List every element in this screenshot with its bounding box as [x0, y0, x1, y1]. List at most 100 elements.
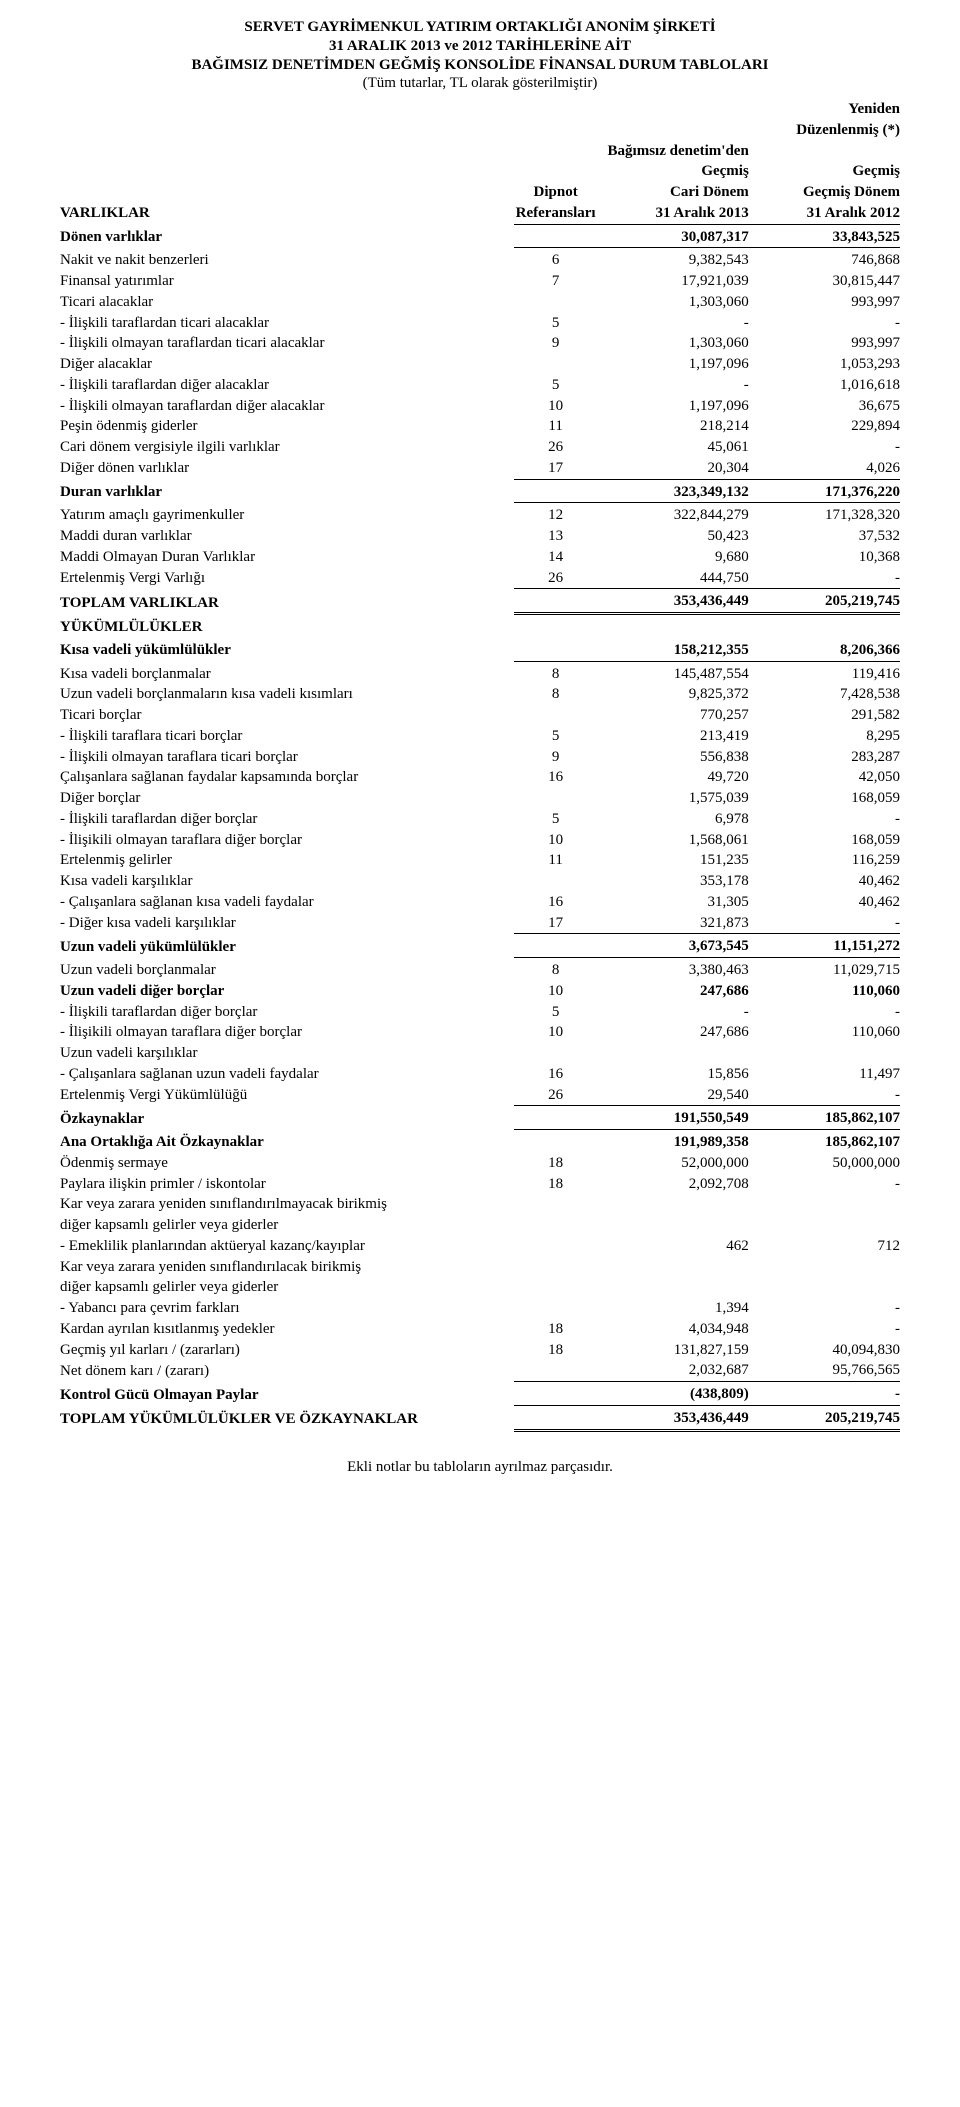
- row-v1: (438,809): [598, 1384, 749, 1405]
- table-row: Ödenmiş sermaye1852,000,00050,000,000: [60, 1153, 900, 1174]
- row-v2: 185,862,107: [749, 1132, 900, 1153]
- col-cari-2: 31 Aralık 2013: [598, 203, 749, 224]
- row-ref: 16: [514, 892, 598, 913]
- row-label: Uzun vadeli karşılıklar: [60, 1043, 514, 1064]
- row-v2: 168,059: [749, 788, 900, 809]
- row-ref: 14: [514, 547, 598, 568]
- row-ref: [514, 871, 598, 892]
- row-label: Paylara ilişkin primler / iskontolar: [60, 1174, 514, 1195]
- row-label: TOPLAM YÜKÜMLÜLÜKLER VE ÖZKAYNAKLAR: [60, 1408, 514, 1430]
- row-label: - Çalışanlara sağlanan uzun vadeli fayda…: [60, 1064, 514, 1085]
- row-v1: 1,197,096: [598, 396, 749, 417]
- table-row: Net dönem karı / (zararı)2,032,68795,766…: [60, 1360, 900, 1381]
- row-v1: 29,540: [598, 1085, 749, 1106]
- row-label: Kontrol Gücü Olmayan Paylar: [60, 1384, 514, 1405]
- row-ref: [514, 1298, 598, 1319]
- row-v1: 45,061: [598, 437, 749, 458]
- row-label: - İlişkili olmayan taraflardan ticari al…: [60, 333, 514, 354]
- row-v1: 444,750: [598, 568, 749, 589]
- row-ref: 9: [514, 333, 598, 354]
- table-row: Dönen varlıklar30,087,31733,843,525: [60, 227, 900, 248]
- row-v2: [749, 1043, 900, 1064]
- row-label: Dönen varlıklar: [60, 227, 514, 248]
- row-v1: 20,304: [598, 458, 749, 479]
- row-v1: 3,380,463: [598, 960, 749, 981]
- row-label: Ticari alacaklar: [60, 292, 514, 313]
- report-title: BAĞIMSIZ DENETİMDEN GEĞMİŞ KONSOLİDE FİN…: [60, 56, 900, 75]
- row-label: - Diğer kısa vadeli karşılıklar: [60, 913, 514, 934]
- row-ref: 5: [514, 809, 598, 830]
- col-gecmis-2: Geçmiş: [749, 161, 900, 182]
- table-row: TOPLAM YÜKÜMLÜLÜKLER VE ÖZKAYNAKLAR353,4…: [60, 1408, 900, 1430]
- table-row: Kardan ayrılan kısıtlanmış yedekler184,0…: [60, 1319, 900, 1340]
- row-v2: 168,059: [749, 830, 900, 851]
- row-ref: [514, 1236, 598, 1257]
- table-row: Maddi Olmayan Duran Varlıklar149,68010,3…: [60, 547, 900, 568]
- row-v1: 3,673,545: [598, 936, 749, 957]
- row-label: Kardan ayrılan kısıtlanmış yedekler: [60, 1319, 514, 1340]
- row-v2: 993,997: [749, 333, 900, 354]
- col-bagimsiz: Bağımsız denetim'den: [598, 141, 749, 162]
- table-row: Ticari alacaklar1,303,060993,997: [60, 292, 900, 313]
- row-v1: 30,087,317: [598, 227, 749, 248]
- row-v2: 171,376,220: [749, 482, 900, 503]
- row-v1: -: [598, 375, 749, 396]
- row-v2: 8,295: [749, 726, 900, 747]
- row-v2: -: [749, 1174, 900, 1195]
- table-row: - İlişikili olmayan taraflara diğer borç…: [60, 1022, 900, 1043]
- row-v1: 247,686: [598, 1022, 749, 1043]
- table-row: Uzun vadeli borçlanmaların kısa vadeli k…: [60, 684, 900, 705]
- row-ref: [514, 1408, 598, 1430]
- table-row: Kısa vadeli karşılıklar353,17840,462: [60, 871, 900, 892]
- row-label: Diğer alacaklar: [60, 354, 514, 375]
- row-v1: 353,436,449: [598, 591, 749, 613]
- table-row: Uzun vadeli borçlanmalar83,380,46311,029…: [60, 960, 900, 981]
- table-row: Nakit ve nakit benzerleri69,382,543746,8…: [60, 250, 900, 271]
- table-row: - Emeklilik planlarından aktüeryal kazan…: [60, 1236, 900, 1257]
- row-ref: [514, 1043, 598, 1064]
- row-label: Kısa vadeli karşılıklar: [60, 871, 514, 892]
- row-v1: 322,844,279: [598, 505, 749, 526]
- row-ref: 18: [514, 1153, 598, 1174]
- row-v2: -: [749, 568, 900, 589]
- row-ref: 16: [514, 1064, 598, 1085]
- col-gecmisdonem-2: 31 Aralık 2012: [749, 203, 900, 224]
- row-label: Yatırım amaçlı gayrimenkuller: [60, 505, 514, 526]
- period-line: 31 ARALIK 2013 ve 2012 TARİHLERİNE AİT: [60, 37, 900, 56]
- col-dipnot-2: Referansları: [514, 203, 598, 224]
- table-row: Diğer alacaklar1,197,0961,053,293: [60, 354, 900, 375]
- row-label: Uzun vadeli borçlanmaların kısa vadeli k…: [60, 684, 514, 705]
- row-label: Ertelenmiş Vergi Varlığı: [60, 568, 514, 589]
- row-label: Ana Ortaklığa Ait Özkaynaklar: [60, 1132, 514, 1153]
- row-label: Çalışanlara sağlanan faydalar kapsamında…: [60, 767, 514, 788]
- row-ref: 13: [514, 526, 598, 547]
- table-row: Maddi duran varlıklar1350,42337,532: [60, 526, 900, 547]
- table-row: Ticari borçlar770,257291,582: [60, 705, 900, 726]
- row-ref: 9: [514, 747, 598, 768]
- row-ref: [514, 936, 598, 957]
- row-v2: [749, 1257, 900, 1278]
- table-row: Uzun vadeli karşılıklar: [60, 1043, 900, 1064]
- table-row: Kar veya zarara yeniden sınıflandırılaca…: [60, 1257, 900, 1278]
- row-v1: 321,873: [598, 913, 749, 934]
- table-row: - Diğer kısa vadeli karşılıklar17321,873…: [60, 913, 900, 934]
- row-v2: 283,287: [749, 747, 900, 768]
- row-v1: 15,856: [598, 1064, 749, 1085]
- row-ref: 8: [514, 664, 598, 685]
- row-ref: [514, 292, 598, 313]
- row-v2: -: [749, 809, 900, 830]
- row-label: TOPLAM VARLIKLAR: [60, 591, 514, 613]
- row-v2: 110,060: [749, 981, 900, 1002]
- row-v2: 8,206,366: [749, 640, 900, 661]
- table-row: TOPLAM VARLIKLAR353,436,449205,219,745: [60, 591, 900, 613]
- row-v1: 158,212,355: [598, 640, 749, 661]
- row-v1: 6,978: [598, 809, 749, 830]
- row-v2: -: [749, 313, 900, 334]
- row-v2: 7,428,538: [749, 684, 900, 705]
- row-v2: -: [749, 1384, 900, 1405]
- row-v2: 37,532: [749, 526, 900, 547]
- row-v1: 50,423: [598, 526, 749, 547]
- row-ref: 10: [514, 981, 598, 1002]
- row-ref: [514, 705, 598, 726]
- table-row: - Çalışanlara sağlanan uzun vadeli fayda…: [60, 1064, 900, 1085]
